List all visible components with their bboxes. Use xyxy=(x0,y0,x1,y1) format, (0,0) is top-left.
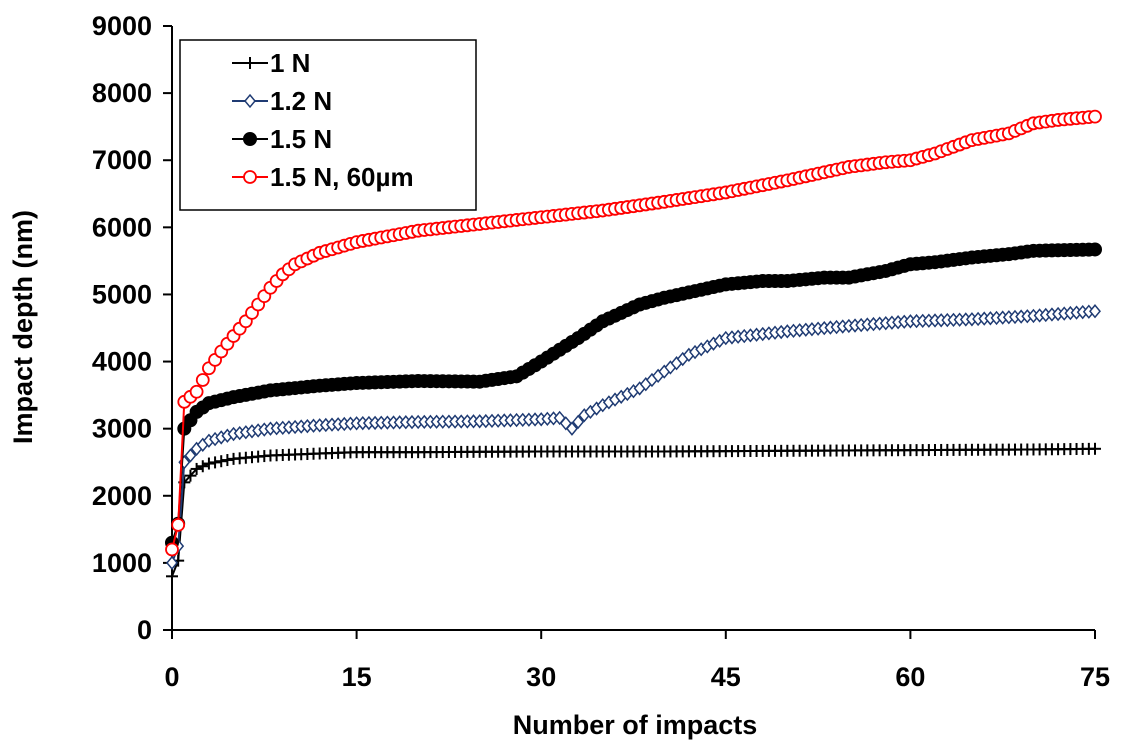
data-point xyxy=(184,469,197,482)
y-tick-label: 3000 xyxy=(92,414,152,444)
series-2 xyxy=(166,304,1101,571)
data-point xyxy=(215,455,228,468)
data-point xyxy=(244,93,256,109)
data-point xyxy=(195,373,210,387)
data-point xyxy=(189,384,204,399)
data-point xyxy=(196,460,209,473)
data-point xyxy=(171,517,186,532)
data-point xyxy=(1088,242,1102,257)
data-point xyxy=(572,414,585,430)
y-tick-label: 4000 xyxy=(92,347,152,377)
data-point xyxy=(243,170,257,184)
data-point xyxy=(244,57,256,69)
series-3 xyxy=(165,242,1102,550)
legend-label: 1.2 N xyxy=(270,86,332,116)
legend-box xyxy=(179,39,477,211)
x-tick-label: 0 xyxy=(164,662,179,692)
data-point xyxy=(1088,109,1102,124)
data-point xyxy=(184,448,197,463)
series-layer xyxy=(165,109,1102,583)
y-tick-label: 7000 xyxy=(92,145,152,175)
data-point xyxy=(166,555,178,571)
data-point xyxy=(565,421,578,436)
x-tick-label: 75 xyxy=(1080,662,1110,692)
data-point xyxy=(190,462,203,475)
legend-label: 1 N xyxy=(270,48,310,78)
legend-label: 1.5 N xyxy=(270,124,332,154)
y-tick-label: 9000 xyxy=(92,11,152,41)
data-point xyxy=(1089,442,1101,455)
series-4 xyxy=(165,109,1102,557)
y-tick-label: 8000 xyxy=(92,78,152,108)
x-axis-title: Number of impacts xyxy=(513,710,758,740)
data-point xyxy=(166,570,178,583)
x-tick-label: 60 xyxy=(895,662,925,692)
data-point xyxy=(209,456,222,469)
x-tick-label: 45 xyxy=(711,662,741,692)
series-line xyxy=(171,447,1096,577)
data-point xyxy=(165,542,179,557)
y-tick-label: 5000 xyxy=(92,279,152,309)
data-point xyxy=(1089,304,1101,319)
y-tick-label: 6000 xyxy=(92,212,152,242)
plot-area xyxy=(171,26,1095,631)
y-tick-label: 0 xyxy=(137,615,152,645)
y-axis-title: Impact depth (nm) xyxy=(8,210,38,444)
x-tick-label: 30 xyxy=(526,662,556,692)
x-tick-label: 15 xyxy=(342,662,372,692)
series-1 xyxy=(166,442,1101,583)
y-tick-label: 1000 xyxy=(92,548,152,578)
y-tick-label: 2000 xyxy=(92,481,152,511)
data-point xyxy=(221,454,234,467)
data-point xyxy=(202,457,215,470)
series-line xyxy=(171,310,1096,564)
legend: 1 N 1.2 N 1.5 N 1.5 N, 60µm xyxy=(179,39,477,211)
legend-label: 1.5 N, 60µm xyxy=(270,162,414,192)
data-point xyxy=(243,132,257,146)
x-axis-ticks: 0 15 30 45 60 75 xyxy=(164,630,1110,692)
y-axis-ticks: 0 1000 2000 3000 4000 5000 6000 7000 8000 9000 xyxy=(92,11,172,645)
